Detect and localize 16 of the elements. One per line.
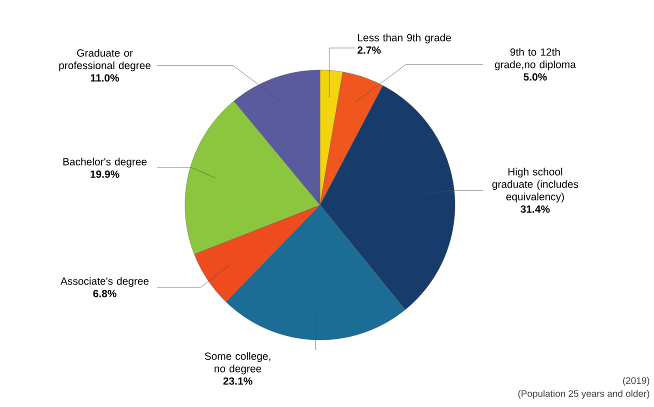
slice-label: Graduate or professional degree <box>59 49 151 72</box>
slice-label: Some college, no degree <box>204 352 270 374</box>
slice-label: Bachelor's degree <box>63 158 147 168</box>
text: (2019) <box>623 376 650 386</box>
data-label: 5.0% <box>524 73 547 81</box>
slice-label: High school graduate (includes equivalency) <box>492 168 578 202</box>
slice-label: 9th to 12th grade,no diploma <box>494 48 576 70</box>
data-label: 31.4% <box>520 205 550 213</box>
slice-label: Associate's degree <box>60 277 149 287</box>
data-label: 23.1% <box>223 377 252 385</box>
data-label: 11.0% <box>90 74 120 82</box>
data-label: 2.7% <box>358 46 381 54</box>
data-label: 19.9% <box>90 170 120 178</box>
data-label: 6.8% <box>93 290 116 298</box>
slice-label: Less than 9th grade <box>358 34 451 44</box>
text: (Population 25 years and older) <box>518 390 650 399</box>
